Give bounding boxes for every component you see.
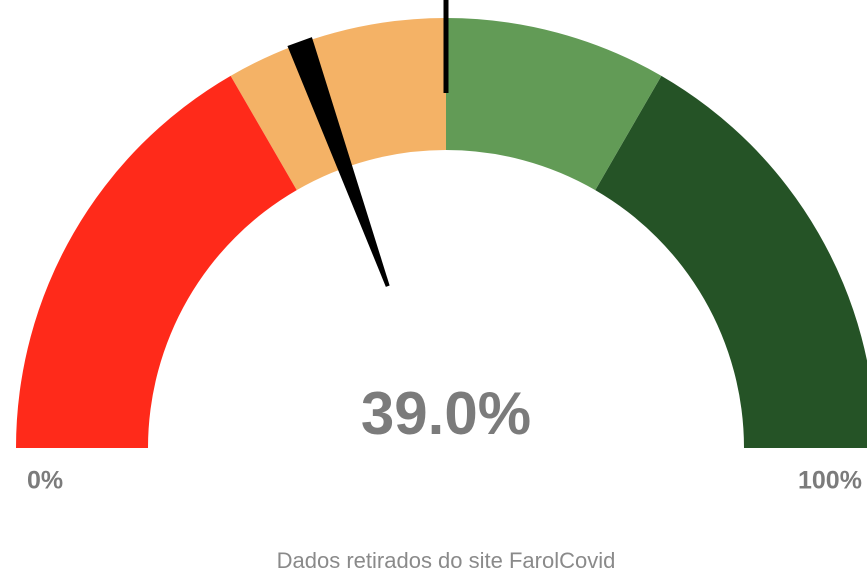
caption: Dados retirados do site FarolCovid [277, 548, 616, 573]
gauge-value: 39.0% [361, 380, 531, 447]
min-label: 0% [27, 467, 63, 495]
gauge-band [16, 75, 297, 449]
max-label: 100% [798, 467, 862, 495]
gauge-band [595, 75, 867, 448]
gauge-band [230, 18, 446, 191]
needle [287, 37, 390, 287]
gauge-band [446, 18, 662, 191]
